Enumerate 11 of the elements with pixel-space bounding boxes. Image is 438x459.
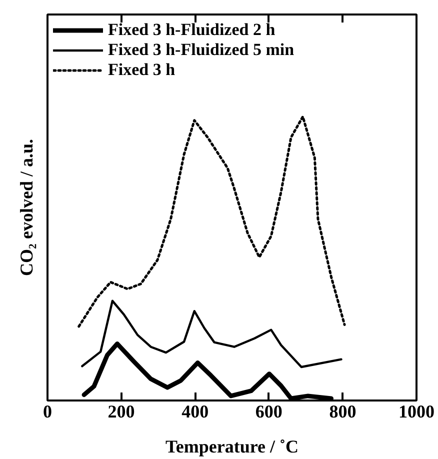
x-tick-label: 0 (43, 402, 52, 422)
x-tick-label: 200 (108, 402, 135, 422)
legend-label: Fixed 3 h-Fluidized 2 h (108, 20, 276, 40)
y-axis-title: CO₂ evolved / a.u. (16, 139, 36, 276)
x-axis-title: Temperature / ˚C (166, 436, 298, 456)
legend-label: Fixed 3 h (108, 60, 176, 80)
x-tick-label: 400 (182, 402, 209, 422)
x-tick-label: 1000 (398, 402, 434, 422)
legend-label: Fixed 3 h-Fluidized 5 min (108, 40, 294, 60)
x-tick-label: 800 (329, 402, 356, 422)
x-tick-label: 600 (255, 402, 282, 422)
